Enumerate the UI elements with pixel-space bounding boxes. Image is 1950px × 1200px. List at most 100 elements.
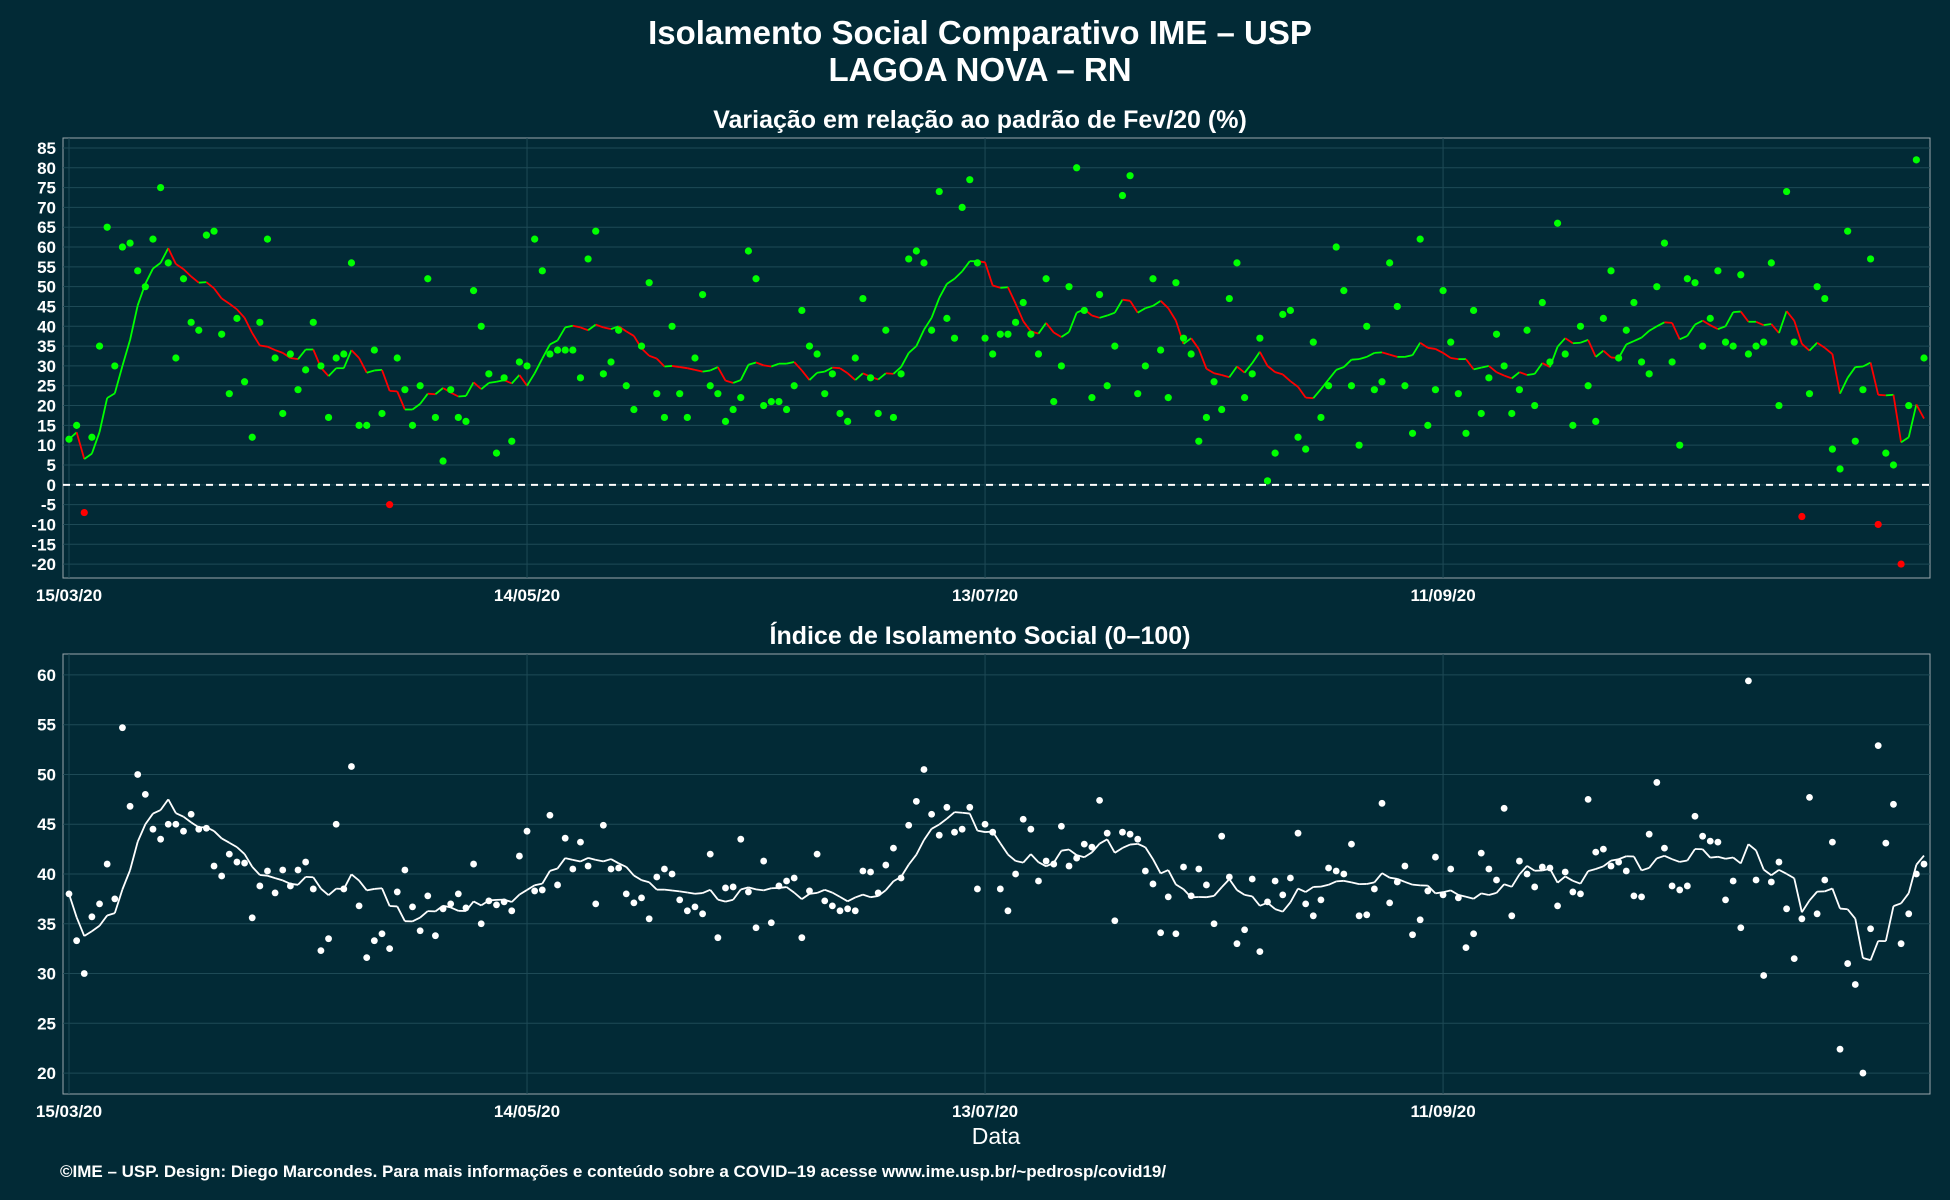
data-point <box>454 890 462 898</box>
data-point <box>889 413 898 422</box>
data-point <box>126 802 134 810</box>
data-point <box>996 330 1004 338</box>
y-tick-label: 5 <box>47 456 56 475</box>
moving-average-segment <box>1389 876 1398 880</box>
moving-average-segment <box>1465 358 1475 370</box>
data-point <box>760 401 768 410</box>
data-point <box>828 902 836 910</box>
moving-average-segment <box>450 906 459 912</box>
moving-average-segment <box>1747 843 1757 852</box>
data-point <box>1225 294 1233 303</box>
data-point <box>790 382 798 390</box>
data-point <box>134 771 142 778</box>
moving-average-segment <box>1060 331 1070 338</box>
data-point <box>1554 902 1561 910</box>
moving-average-segment <box>1915 854 1925 866</box>
moving-average-segment <box>98 914 108 927</box>
moving-average-segment <box>1465 895 1474 900</box>
moving-average-segment <box>1221 878 1230 888</box>
data-point <box>1057 822 1065 830</box>
data-point <box>1706 837 1714 845</box>
data-point <box>1569 888 1577 896</box>
data-point <box>118 243 127 251</box>
moving-average-segment <box>213 830 223 840</box>
data-point <box>1073 854 1081 862</box>
data-point <box>691 903 699 911</box>
data-point <box>1462 429 1470 437</box>
moving-average-segment <box>1091 843 1101 853</box>
moving-average-segment <box>816 370 825 374</box>
y-tick-label: 60 <box>37 666 56 685</box>
moving-average-segment <box>885 372 894 375</box>
data-point <box>1645 370 1653 378</box>
moving-average-segment <box>1526 865 1536 872</box>
data-point <box>111 362 119 370</box>
data-point <box>836 409 844 418</box>
moving-average-segment <box>1564 875 1574 882</box>
moving-average-segment <box>748 886 757 891</box>
moving-average-segment <box>1266 365 1276 373</box>
moving-average-segment <box>434 387 444 395</box>
moving-average-segment <box>1579 870 1589 885</box>
moving-average-segment <box>915 839 925 856</box>
data-point <box>378 409 386 418</box>
moving-average-segment <box>625 866 635 877</box>
data-point <box>1271 449 1279 457</box>
moving-average-segment <box>121 869 131 890</box>
moving-average-segment <box>618 862 627 868</box>
moving-average-segment <box>91 431 101 454</box>
x-tick-label: 15/03/20 <box>36 586 102 605</box>
data-point <box>584 255 592 263</box>
data-point <box>622 382 630 390</box>
data-point <box>1408 429 1417 437</box>
data-point <box>973 259 982 267</box>
moving-average-segment <box>968 813 979 831</box>
moving-average-segment <box>1587 339 1597 358</box>
data-point <box>508 907 516 915</box>
data-point <box>1286 874 1294 882</box>
moving-average-segment <box>236 308 246 319</box>
moving-average-segment <box>243 317 254 334</box>
data-point <box>905 255 913 263</box>
moving-average-segment <box>1679 859 1688 863</box>
data-point <box>1523 870 1531 878</box>
data-point <box>531 887 539 895</box>
data-point <box>263 235 272 243</box>
moving-average-segment <box>396 391 406 410</box>
moving-average-segment <box>1763 323 1772 327</box>
moving-average-segment <box>1022 320 1032 332</box>
moving-average-segment <box>938 817 948 826</box>
data-point <box>1256 948 1264 956</box>
data-point <box>561 834 569 842</box>
data-point <box>538 267 546 275</box>
moving-average-segment <box>1671 858 1681 863</box>
data-point <box>1798 915 1806 923</box>
data-point <box>1905 910 1913 918</box>
moving-average-segment <box>320 887 330 896</box>
moving-average-segment <box>664 365 673 368</box>
moving-average-segment <box>152 262 162 270</box>
data-point <box>1210 920 1218 928</box>
moving-average-segment <box>1839 377 1849 395</box>
data-point <box>1661 844 1668 852</box>
data-point <box>1073 164 1081 172</box>
data-point <box>1088 843 1096 851</box>
moving-average-segment <box>1511 873 1521 888</box>
moving-average-segment <box>1152 300 1162 307</box>
moving-average-segment <box>175 812 184 818</box>
moving-average-segment <box>1335 366 1345 371</box>
moving-average-segment <box>1251 351 1261 364</box>
data-point <box>432 932 439 940</box>
moving-average-segment <box>1785 310 1795 322</box>
moving-average-segment <box>1648 857 1658 869</box>
y-tick-label: 20 <box>37 397 56 416</box>
data-point <box>1080 306 1088 315</box>
moving-average-segment <box>1435 348 1444 354</box>
moving-average-segment <box>526 372 536 387</box>
moving-average-segment <box>1801 343 1811 352</box>
data-point <box>1103 829 1111 837</box>
moving-average-segment <box>259 344 268 348</box>
data-point <box>1722 896 1729 904</box>
y-tick-label: 70 <box>37 198 56 217</box>
moving-average-segment <box>702 888 711 894</box>
